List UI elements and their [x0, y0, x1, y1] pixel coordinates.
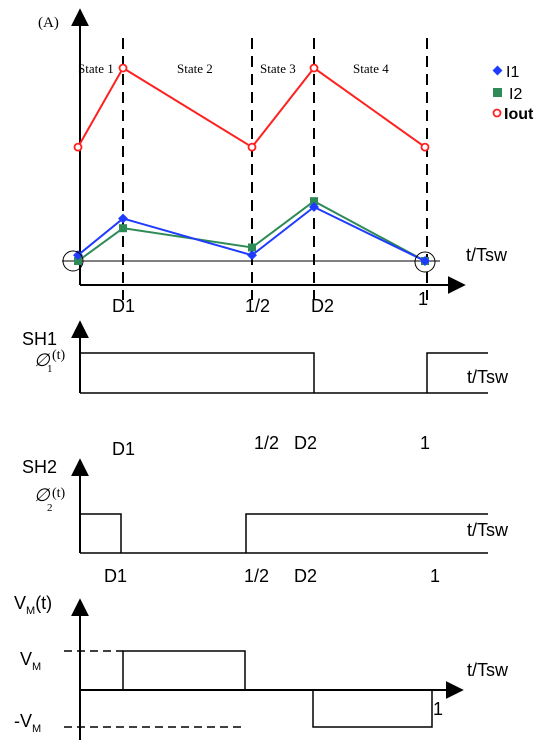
series-point-iout-0: [73, 142, 83, 152]
legend: I1 I2 Iout: [492, 64, 534, 123]
sh2-tick-d2: D2: [294, 566, 317, 586]
top-tick-half: 1/2: [245, 296, 270, 316]
sh2-panel: SH2 ∅ 2 (t) t/Tsw D1 1/2 D2 1: [22, 457, 509, 586]
series-point-i2-3: [310, 197, 318, 206]
sh2-tick-d1: D1: [104, 566, 127, 586]
state-4-label: State 4: [353, 61, 389, 76]
vm-positive-pulse: [122, 650, 246, 691]
end-marker-circle: [414, 251, 436, 273]
sh2-tick-one: 1: [430, 566, 440, 586]
sh1-tick-half: 1/2: [254, 433, 279, 453]
series-point-iout-2: [247, 142, 257, 152]
sh1-tick-d1: D1: [112, 439, 135, 459]
sh2-function-sub: 2: [47, 502, 53, 514]
series-point-i1-4: [420, 256, 430, 266]
start-marker-circle: [62, 250, 84, 272]
top-current-panel: (A) State 1 State 2 State 3 State 4 t/Ts…: [38, 8, 534, 316]
vm-y-label: VM(t): [14, 593, 52, 617]
sh1-panel: SH1 ∅ 1 (t) t/Tsw D1 1/2 D2 1: [22, 320, 509, 459]
series-point-iout-4: [420, 142, 430, 152]
series-layer: [73, 63, 430, 266]
sh1-x-label: t/Tsw: [467, 367, 509, 387]
vm-neg-level-label: -VM: [14, 711, 41, 735]
series-point-i1-1: [118, 213, 128, 224]
state-3-label: State 3: [260, 61, 296, 76]
sh2-tick-half: 1/2: [244, 566, 269, 586]
sh1-tick-one: 1: [420, 433, 430, 453]
y-unit-label: (A): [38, 15, 59, 31]
sh2-waveform-second: [245, 513, 488, 553]
series-point-i2-1: [119, 224, 127, 233]
legend-i1-label: I1: [506, 64, 519, 81]
series-point-i1-2: [247, 250, 257, 261]
sh2-label: SH2: [22, 457, 57, 477]
sh2-x-label: t/Tsw: [467, 520, 509, 540]
vm-pos-level-label: VM: [20, 649, 41, 673]
legend-i2-label: I2: [509, 86, 522, 103]
state-2-label: State 2: [177, 61, 213, 76]
sh1-waveform: [80, 352, 315, 393]
top-tick-d1: D1: [112, 296, 135, 316]
legend-iout-label: Iout: [504, 106, 534, 123]
legend-i2-marker: [493, 88, 502, 97]
sh2-waveform-first: [80, 513, 122, 553]
sh1-function: ∅: [34, 350, 51, 370]
sh1-function-sub: 1: [47, 363, 53, 375]
vm-x-label: t/Tsw: [467, 660, 509, 680]
vm-negative-pulse: [312, 689, 433, 728]
series-point-i2-2: [248, 243, 256, 252]
sh1-label: SH1: [22, 329, 57, 349]
sh2-function: ∅: [34, 485, 51, 505]
vm-panel: VM(t) VM -VM t/Tsw 1: [14, 593, 509, 740]
vm-tick-one: 1: [433, 699, 443, 719]
sh1-tick-d2: D2: [294, 433, 317, 453]
legend-iout-marker: [492, 108, 502, 118]
state-1-label: State 1: [78, 61, 114, 76]
sh2-function-arg: (t): [52, 486, 66, 501]
top-tick-one: 1: [418, 289, 428, 309]
sh1-waveform-restart: [426, 352, 488, 393]
series-point-iout-1: [118, 63, 128, 73]
sh1-function-arg: (t): [52, 348, 66, 363]
top-x-label: t/Tsw: [466, 245, 508, 265]
series-point-iout-3: [309, 63, 319, 73]
legend-i1-marker: [492, 65, 503, 76]
series-point-i1-3: [309, 202, 319, 212]
top-tick-d2: D2: [311, 296, 334, 316]
series-point-i2-0: [74, 257, 82, 265]
series-point-i1-0: [73, 250, 83, 261]
